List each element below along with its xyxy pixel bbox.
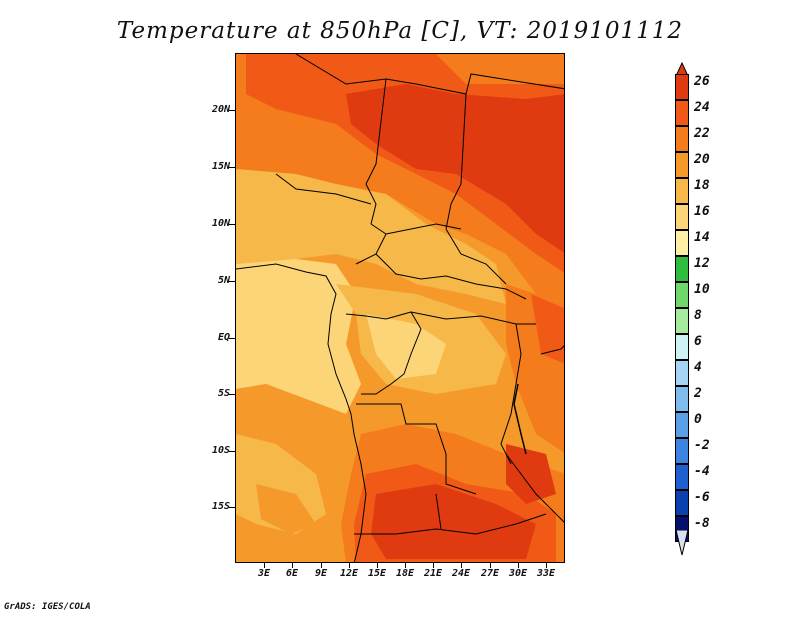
lat-label-10n: 10N [211,218,230,229]
colorbar-level-label: 10 [694,282,710,297]
colorbar-swatch [675,152,689,178]
colorbar-level-label: 2 [694,386,702,401]
colorbar-lower-cap [675,530,689,556]
temperature-field [236,54,564,562]
lon-tick [264,563,265,568]
colorbar-swatch [675,308,689,334]
colorbar-swatch [675,360,689,386]
colorbar-swatch [675,204,689,230]
lat-label-5n: 5N [217,275,230,286]
colorbar-upper-cap [675,62,689,76]
lon-label-30e: 30E [508,568,528,579]
lon-tick [461,563,462,568]
colorbar-level-label: 16 [694,204,710,219]
colorbar-swatch [675,464,689,490]
colorbar-level-label: 18 [694,178,710,193]
lat-tick [229,167,235,168]
lat-label-15s: 15S [211,501,230,512]
lon-label-3e: 3E [257,568,271,579]
lat-tick [229,224,235,225]
colorbar-level-label: 8 [694,308,702,323]
colorbar-level-label: -4 [694,464,710,479]
colorbar-level-label: -8 [694,516,710,531]
lon-label-18e: 18E [395,568,415,579]
colorbar-swatch [675,412,689,438]
lon-label-24e: 24E [451,568,471,579]
colorbar-level-label: 24 [694,100,710,115]
colorbar-swatch [675,100,689,126]
lon-tick [490,563,491,568]
lon-label-12e: 12E [339,568,359,579]
colorbar-level-label: 20 [694,152,710,167]
lat-tick [229,110,235,111]
lat-label-eq: EQ [217,332,230,343]
lon-tick [405,563,406,568]
lat-tick [229,507,235,508]
lat-tick [229,338,235,339]
colorbar-swatch [675,334,689,360]
temperature-map [235,53,565,563]
lon-tick [349,563,350,568]
colorbar-swatch [675,438,689,464]
colorbar-level-label: 4 [694,360,702,375]
lon-label-33e: 33E [536,568,556,579]
colorbar-level-label: 14 [694,230,710,245]
lon-label-27e: 27E [480,568,500,579]
colorbar-level-label: -2 [694,438,710,453]
lon-label-6e: 6E [285,568,299,579]
lat-tick [229,281,235,282]
lat-tick [229,451,235,452]
colorbar-swatch [675,126,689,152]
colorbar-level-label: 26 [694,74,710,89]
lon-tick [377,563,378,568]
lon-tick [546,563,547,568]
chart-title: Temperature at 850hPa [C], VT: 201910111… [116,18,684,44]
colorbar-swatch [675,386,689,412]
lat-label-15n: 15N [211,161,230,172]
lat-tick [229,394,235,395]
colorbar-level-label: 12 [694,256,710,271]
colorbar-swatch [675,282,689,308]
lon-label-9e: 9E [314,568,328,579]
lon-tick [292,563,293,568]
lat-label-10s: 10S [211,445,230,456]
lon-tick [321,563,322,568]
colorbar-swatch [675,256,689,282]
colorbar-level-label: 22 [694,126,710,141]
colorbar-level-label: 0 [694,412,702,427]
colorbar-swatch [675,178,689,204]
lon-label-15e: 15E [367,568,387,579]
colorbar-swatch [675,230,689,256]
lon-tick [518,563,519,568]
colorbar-level-label: -6 [694,490,710,505]
colorbar-level-label: 6 [694,334,702,349]
colorbar-swatch [675,74,689,100]
lon-tick [433,563,434,568]
lat-label-5s: 5S [217,388,230,399]
lon-label-21e: 21E [423,568,443,579]
credit-label: GrADS: IGES/COLA [4,602,91,612]
colorbar-swatch [675,490,689,516]
lat-label-20n: 20N [211,104,230,115]
